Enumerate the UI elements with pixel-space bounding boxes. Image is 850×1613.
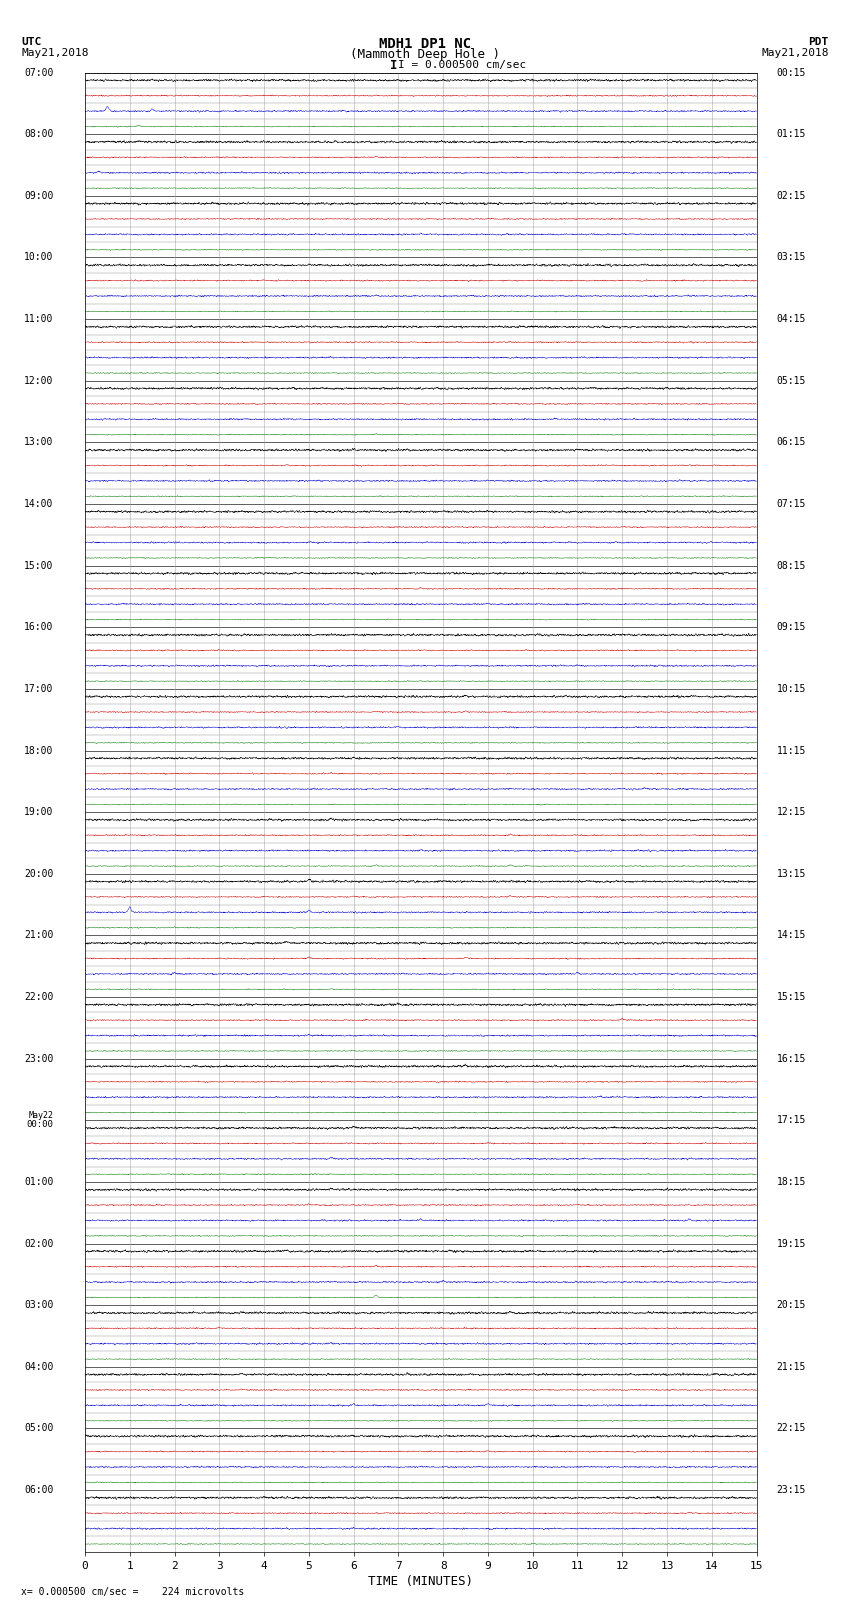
Text: I: I (390, 58, 397, 73)
Text: May21,2018: May21,2018 (762, 48, 829, 58)
Text: 13:00: 13:00 (25, 437, 54, 447)
Text: 07:00: 07:00 (25, 68, 54, 77)
Text: x= 0.000500 cm/sec =    224 microvolts: x= 0.000500 cm/sec = 224 microvolts (21, 1587, 245, 1597)
Text: 04:00: 04:00 (25, 1361, 54, 1371)
Text: 01:15: 01:15 (777, 129, 806, 139)
Text: 14:00: 14:00 (25, 498, 54, 510)
Text: 11:00: 11:00 (25, 315, 54, 324)
Text: 18:15: 18:15 (777, 1177, 806, 1187)
Text: 17:15: 17:15 (777, 1115, 806, 1126)
Text: 06:15: 06:15 (777, 437, 806, 447)
Text: 05:00: 05:00 (25, 1423, 54, 1434)
Text: MDH1 DP1 NC: MDH1 DP1 NC (379, 37, 471, 52)
Text: 09:00: 09:00 (25, 190, 54, 202)
Text: 08:15: 08:15 (777, 561, 806, 571)
Text: 20:15: 20:15 (777, 1300, 806, 1310)
Text: 10:15: 10:15 (777, 684, 806, 694)
Text: 13:15: 13:15 (777, 869, 806, 879)
Text: PDT: PDT (808, 37, 829, 47)
Text: 23:00: 23:00 (25, 1053, 54, 1063)
Text: 21:00: 21:00 (25, 931, 54, 940)
Text: 16:15: 16:15 (777, 1053, 806, 1063)
Text: 20:00: 20:00 (25, 869, 54, 879)
Text: 00:00: 00:00 (27, 1121, 54, 1129)
Text: 01:00: 01:00 (25, 1177, 54, 1187)
Text: 05:15: 05:15 (777, 376, 806, 386)
Text: 06:00: 06:00 (25, 1486, 54, 1495)
Text: 19:15: 19:15 (777, 1239, 806, 1248)
Text: 03:15: 03:15 (777, 253, 806, 263)
Text: 10:00: 10:00 (25, 253, 54, 263)
Text: 16:00: 16:00 (25, 623, 54, 632)
Text: 17:00: 17:00 (25, 684, 54, 694)
Text: 11:15: 11:15 (777, 745, 806, 755)
Text: I = 0.000500 cm/sec: I = 0.000500 cm/sec (398, 60, 526, 69)
Text: 03:00: 03:00 (25, 1300, 54, 1310)
Text: 00:15: 00:15 (777, 68, 806, 77)
Text: 08:00: 08:00 (25, 129, 54, 139)
X-axis label: TIME (MINUTES): TIME (MINUTES) (368, 1574, 473, 1587)
Text: 14:15: 14:15 (777, 931, 806, 940)
Text: 12:15: 12:15 (777, 806, 806, 818)
Text: 23:15: 23:15 (777, 1486, 806, 1495)
Text: May22: May22 (29, 1111, 54, 1121)
Text: 15:15: 15:15 (777, 992, 806, 1002)
Text: 02:00: 02:00 (25, 1239, 54, 1248)
Text: UTC: UTC (21, 37, 42, 47)
Text: 02:15: 02:15 (777, 190, 806, 202)
Text: 09:15: 09:15 (777, 623, 806, 632)
Text: 07:15: 07:15 (777, 498, 806, 510)
Text: 04:15: 04:15 (777, 315, 806, 324)
Text: 22:15: 22:15 (777, 1423, 806, 1434)
Text: (Mammoth Deep Hole ): (Mammoth Deep Hole ) (350, 48, 500, 61)
Text: May21,2018: May21,2018 (21, 48, 88, 58)
Text: 21:15: 21:15 (777, 1361, 806, 1371)
Text: 15:00: 15:00 (25, 561, 54, 571)
Text: 19:00: 19:00 (25, 806, 54, 818)
Text: 22:00: 22:00 (25, 992, 54, 1002)
Text: 18:00: 18:00 (25, 745, 54, 755)
Text: 12:00: 12:00 (25, 376, 54, 386)
